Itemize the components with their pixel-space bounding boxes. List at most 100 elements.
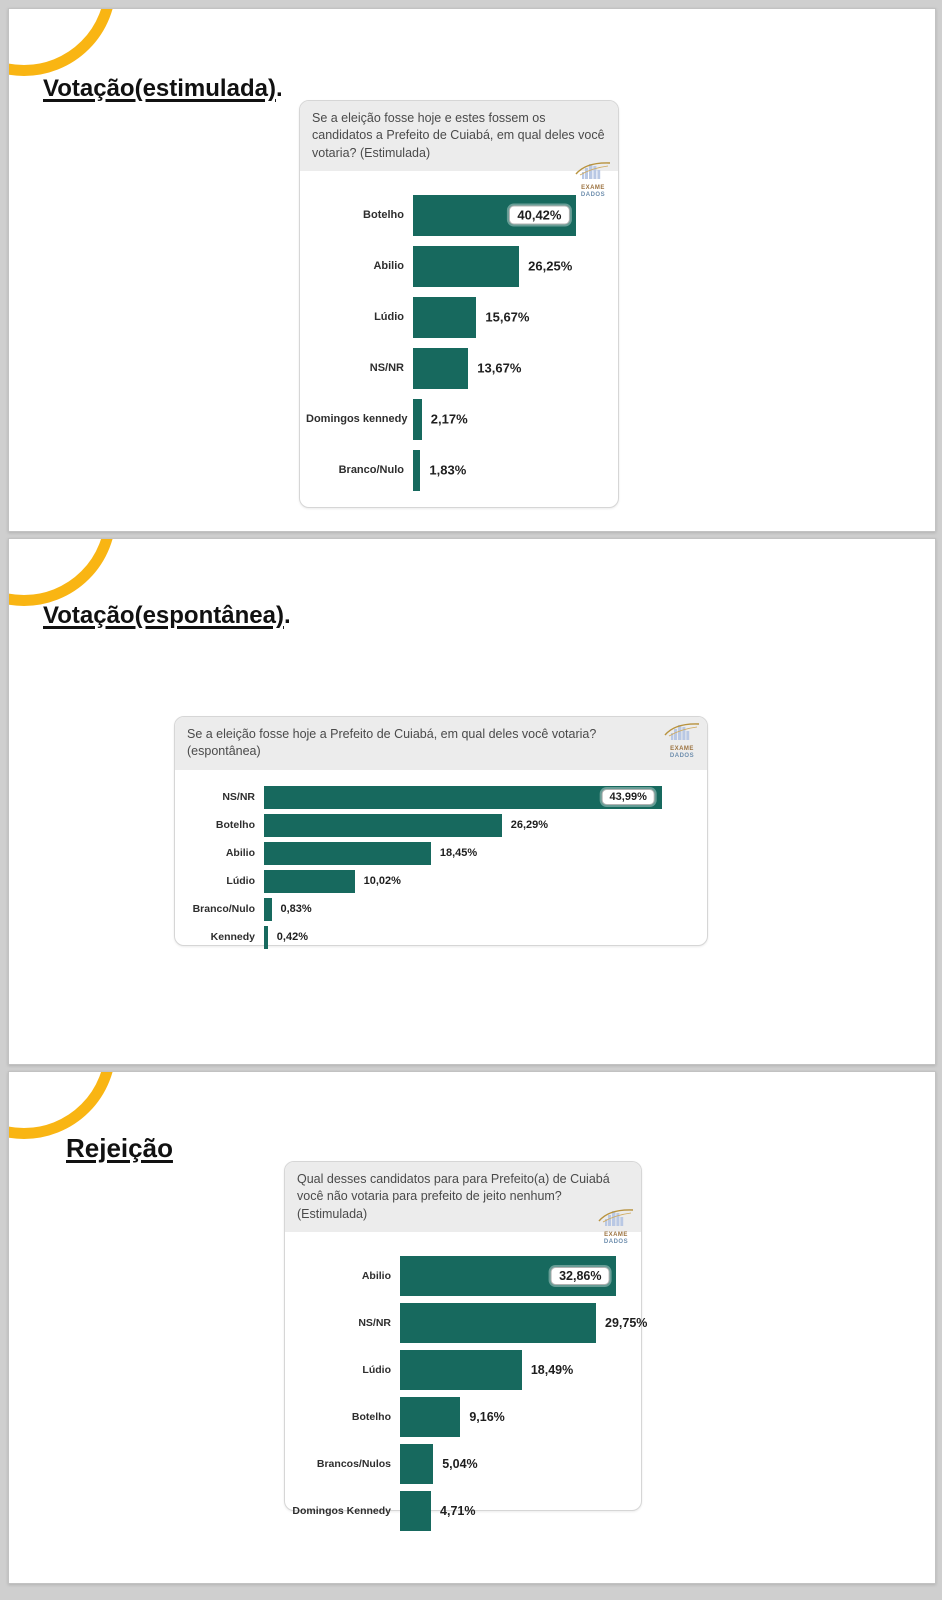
- bar-label: Botelho: [215, 819, 255, 831]
- bar: [264, 869, 355, 893]
- bar-label: Lúdio: [362, 1363, 391, 1376]
- page-title: Rejeição: [66, 1133, 173, 1164]
- exame-dados-logo-text: EXAME DADOS: [573, 185, 613, 198]
- bar-value: 26,29%: [510, 819, 549, 831]
- logo-line1: EXAME: [670, 746, 694, 752]
- page-title: Votação(espontânea).: [43, 602, 291, 631]
- bar: [264, 841, 431, 865]
- exame-dados-logo: EXAME DADOS: [573, 159, 613, 198]
- exame-dados-logo: EXAME DADOS: [596, 1206, 636, 1245]
- exame-dados-logo-icon: [598, 1209, 634, 1226]
- yellow-arc-decoration: [9, 9, 116, 76]
- bar-track: 9,16%: [400, 1396, 624, 1437]
- bar: [400, 1490, 432, 1531]
- bar-row: NS/NR 43,99%: [181, 785, 699, 809]
- bar-track: 0,42%: [264, 925, 671, 949]
- bar-value: 9,16%: [469, 1409, 505, 1424]
- logo-line2: DADOS: [669, 753, 695, 759]
- bar-row: Botelho 9,16%: [291, 1396, 633, 1437]
- bar-track: 13,67%: [413, 347, 595, 389]
- bar-value: 4,71%: [440, 1503, 476, 1518]
- bar-value: 18,49%: [530, 1362, 574, 1377]
- bar-chart: Abilio 32,86% NS/NR 29,75% Lúdio 18,49% Botelh…: [285, 1232, 647, 1531]
- slide-votacao-estimulada: Votação(estimulada). Se a eleição fosse …: [8, 8, 936, 532]
- slide-title-text: Rejeição: [66, 1133, 173, 1164]
- bar: [264, 897, 272, 921]
- logo-line1: EXAME: [581, 185, 605, 191]
- bar-value: 0,42%: [276, 931, 308, 943]
- bar-row: Branco/Nulo 0,83%: [181, 897, 699, 921]
- bar: [400, 1302, 596, 1343]
- bar-label: Kennedy: [210, 931, 255, 943]
- bar-value: 5,04%: [442, 1456, 478, 1471]
- logo-line2: DADOS: [603, 1239, 629, 1245]
- bar-value: 43,99%: [601, 789, 655, 805]
- bar-row: Kennedy 0,42%: [181, 925, 699, 949]
- bar-label: NS/NR: [222, 791, 255, 803]
- bar-value: 32,86%: [551, 1266, 610, 1285]
- slide-title-suffix: .: [283, 602, 291, 630]
- bar-row: NS/NR 13,67%: [306, 347, 610, 389]
- logo-line2: DADOS: [580, 192, 606, 198]
- bar: [264, 813, 502, 837]
- bar-label: Abilio: [225, 847, 255, 859]
- bar-value: 13,67%: [477, 360, 522, 376]
- bar-value: 15,67%: [485, 309, 530, 325]
- bar-row: Lúdio 18,49%: [291, 1349, 633, 1390]
- exame-dados-logo-icon: [575, 162, 611, 179]
- bar-track: 26,29%: [264, 813, 671, 837]
- slide-title-suffix: .: [275, 75, 283, 103]
- bar-label: Branco/Nulo: [192, 903, 255, 915]
- bar-value: 26,25%: [528, 258, 573, 274]
- chart-title: Qual desses candidatos para para Prefeit…: [285, 1162, 641, 1232]
- bar-track: 26,25%: [413, 245, 595, 287]
- bar-track: 18,49%: [400, 1349, 624, 1390]
- bar-value: 18,45%: [439, 847, 478, 859]
- bar-label: Branco/Nulo: [338, 464, 404, 477]
- chart-title: Se a eleição fosse hoje a Prefeito de Cu…: [175, 717, 707, 770]
- bar: [413, 449, 421, 491]
- bar-track: 1,83%: [413, 449, 595, 491]
- chart-card: Se a eleição fosse hoje e estes fossem o…: [299, 100, 619, 508]
- bar-row: Abilio 32,86%: [291, 1255, 633, 1296]
- slide-rejeicao: Rejeição Qual desses candidatos para par…: [8, 1071, 936, 1584]
- chart-card: Se a eleição fosse hoje a Prefeito de Cu…: [174, 716, 708, 949]
- bar-label: Domingos kennedy: [306, 413, 408, 426]
- bar-row: Lúdio 15,67%: [306, 296, 610, 338]
- bar-row: Abilio 18,45%: [181, 841, 699, 865]
- bar-row: NS/NR 29,75%: [291, 1302, 647, 1343]
- bar: [264, 925, 268, 949]
- bar-track: 29,75%: [400, 1302, 647, 1343]
- bar-label: Botelho: [363, 209, 404, 222]
- bar-chart: Botelho 40,42% Abilio 26,25% Lúdio 15,67% NS/N…: [300, 171, 618, 491]
- bar-label: NS/NR: [358, 1316, 391, 1329]
- bar-row: Brancos/Nulos 5,04%: [291, 1443, 633, 1484]
- bar-label: Domingos Kennedy: [292, 1504, 391, 1517]
- bar-chart: NS/NR 43,99% Botelho 26,29% Abilio 18,45% Lúdi…: [175, 770, 707, 949]
- bar-value: 1,83%: [429, 462, 467, 478]
- bar-label: Botelho: [351, 1410, 391, 1423]
- bar-label: Lúdio: [226, 875, 255, 887]
- bar-row: Branco/Nulo 1,83%: [306, 449, 610, 491]
- bar-row: Lúdio 10,02%: [181, 869, 699, 893]
- bar-track: 18,45%: [264, 841, 671, 865]
- bar-track: 5,04%: [400, 1443, 624, 1484]
- bar-value: 0,83%: [280, 903, 312, 915]
- bar-track: 15,67%: [413, 296, 595, 338]
- bar-row: Botelho 40,42%: [306, 194, 610, 236]
- chart-card: Qual desses candidatos para para Prefeit…: [284, 1161, 647, 1531]
- page-title: Votação(estimulada).: [43, 75, 283, 104]
- bar: [413, 347, 469, 389]
- bar-value: 2,17%: [430, 411, 468, 427]
- bar-value: 10,02%: [363, 875, 401, 887]
- exame-dados-logo-text: EXAME DADOS: [596, 1232, 636, 1245]
- bar: [400, 1443, 434, 1484]
- bar-row: Abilio 26,25%: [306, 245, 610, 287]
- yellow-arc-decoration: [9, 1072, 116, 1139]
- exame-dados-logo-text: EXAME DADOS: [662, 746, 702, 759]
- slide-title-text: Votação(espontânea): [43, 602, 284, 630]
- bar: [413, 296, 477, 338]
- bar-label: Abilio: [373, 260, 404, 273]
- bar-track: 0,83%: [264, 897, 671, 921]
- bar-value: 40,42%: [509, 205, 570, 225]
